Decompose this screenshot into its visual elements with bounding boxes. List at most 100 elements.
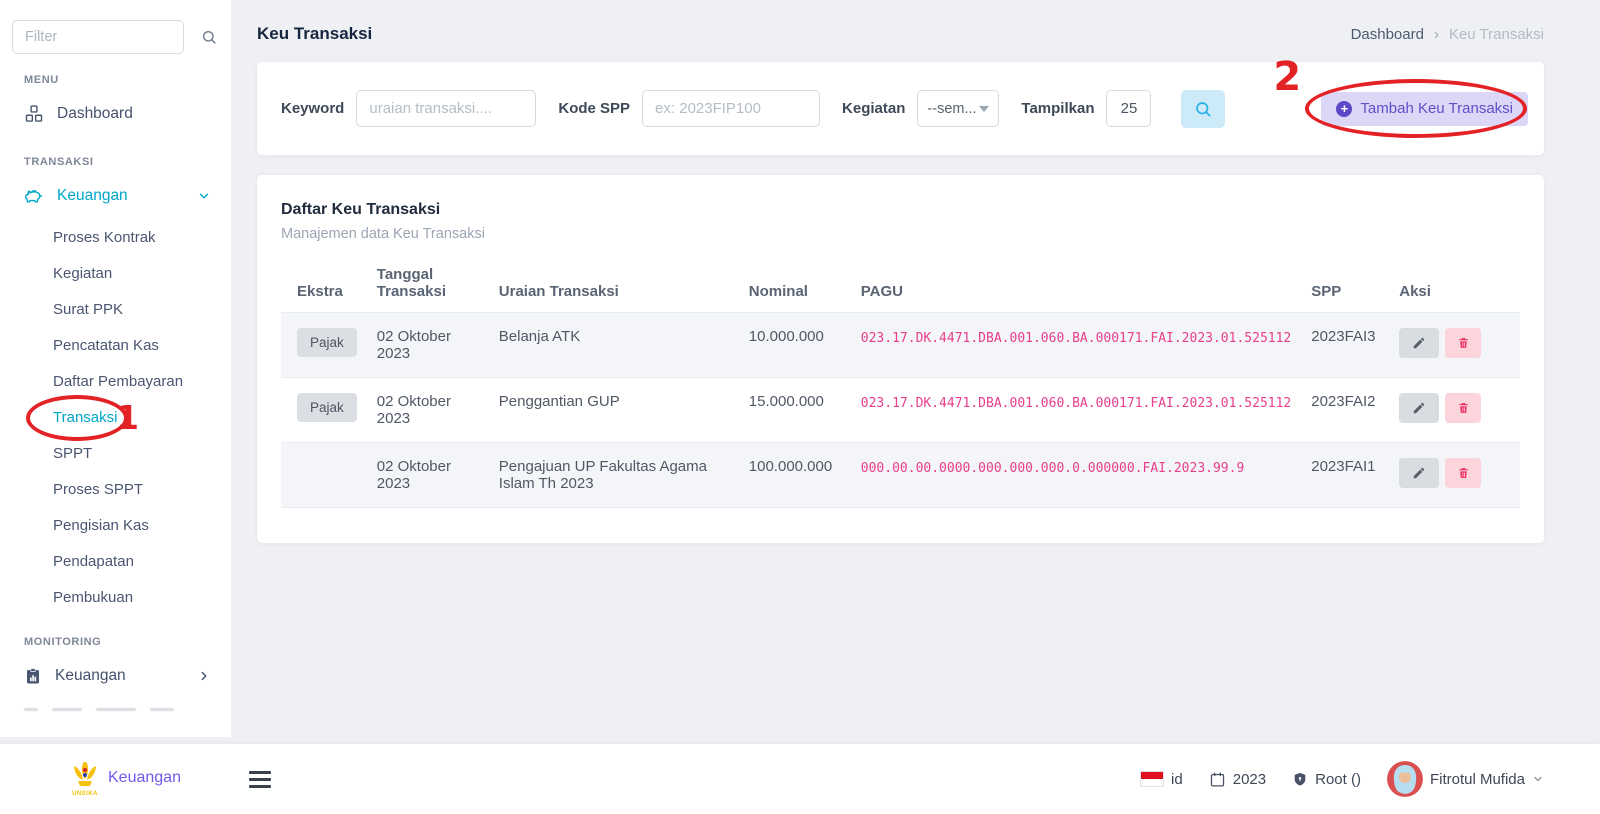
col-ekstra: Ekstra [281,260,367,313]
col-pagu: PAGU [851,260,1301,313]
cell-nominal: 100.000.000 [739,443,851,508]
kode-spp-label: Kode SPP [558,100,630,117]
menu-toggle-icon[interactable] [249,771,271,788]
chevron-down-icon [1532,773,1544,785]
sidebar-item-label: Transaksi [53,409,117,426]
delete-button[interactable] [1445,458,1481,488]
sidebar-item-daftar-pembayaran[interactable]: Daftar Pembayaran [0,364,231,400]
cell-spp: 2023FAI1 [1301,443,1389,508]
cell-uraian: Pengajuan UP Fakultas Agama Islam Th 202… [489,443,739,508]
keuangan-submenu: Proses Kontrak Kegiatan Surat PPK Pencat… [0,220,231,616]
cell-tanggal: 02 Oktober 2023 [367,443,489,508]
user-menu[interactable]: Fitrotul Mufida [1387,761,1544,797]
edit-button[interactable] [1399,458,1439,488]
keyword-label: Keyword [281,100,344,117]
filter-card: Keyword Kode SPP Kegiatan --sem... Tampi… [257,62,1544,155]
cell-uraian: Penggantian GUP [489,378,739,443]
kegiatan-select[interactable]: --sem... [917,90,999,127]
sidebar-filter-input[interactable] [12,20,184,54]
kode-spp-input[interactable] [642,90,820,127]
cell-pagu: 023.17.DK.4471.DBA.001.060.BA.000171.FAI… [851,313,1301,378]
user-name: Fitrotul Mufida [1430,771,1525,788]
kegiatan-label: Kegiatan [842,100,905,117]
avatar [1387,761,1423,797]
sidebar-item-label: Dashboard [57,105,133,123]
select-caret-icon [979,106,989,112]
tampilkan-label: Tampilkan [1021,100,1094,117]
sidebar-item-proses-sppt[interactable]: Proses SPPT [0,472,231,508]
role-menu[interactable]: Root () [1292,771,1361,788]
piggy-bank-icon [24,186,44,206]
year-selector[interactable]: 2023 [1209,771,1266,788]
sidebar-search-icon[interactable] [201,29,217,45]
section-label-menu: MENU [24,74,231,86]
sidebar-item-dashboard[interactable]: Dashboard [0,92,231,136]
main-content: Keu Transaksi Dashboard Keu Transaksi Ke… [233,0,1600,543]
locale-switcher[interactable]: id [1140,771,1183,788]
col-tanggal: Tanggal Transaksi [367,260,489,313]
brand-logo[interactable]: UNSIKA Keuangan [70,761,181,797]
edit-button[interactable] [1399,328,1439,358]
pencil-icon [1412,466,1426,480]
table-row: Pajak 02 Oktober 2023 Penggantian GUP 15… [281,378,1520,443]
tambah-keu-transaksi-button[interactable]: Tambah Keu Transaksi [1321,92,1528,126]
sidebar-item-label: Keuangan [55,667,126,685]
cell-nominal: 10.000.000 [739,313,851,378]
keyword-input[interactable] [356,90,536,127]
sidebar-item-keuangan[interactable]: Keuangan [0,174,231,218]
chevron-right-icon [197,669,211,683]
annotation-number-1: 1 [116,399,139,437]
brand-name: Keuangan [108,769,181,787]
col-uraian: Uraian Transaksi [489,260,739,313]
cell-spp: 2023FAI2 [1301,378,1389,443]
calendar-icon [1209,771,1226,788]
cell-spp: 2023FAI3 [1301,313,1389,378]
sidebar-item-label: Keuangan [57,187,128,205]
sidebar-item-sppt[interactable]: SPPT [0,436,231,472]
table-header-row: Ekstra Tanggal Transaksi Uraian Transaks… [281,260,1520,313]
sidebar-item-transaksi[interactable]: Transaksi 1 [0,400,231,436]
edit-button[interactable] [1399,393,1439,423]
sidebar-cutoff-item [24,708,231,711]
col-spp: SPP [1301,260,1389,313]
pencil-icon [1412,336,1426,350]
sidebar-item-pembukuan[interactable]: Pembukuan [0,580,231,616]
cell-uraian: Belanja ATK [489,313,739,378]
sidebar-item-surat-ppk[interactable]: Surat PPK [0,292,231,328]
page-title: Keu Transaksi [257,24,372,44]
breadcrumb-separator-icon [1434,26,1439,43]
search-button[interactable] [1181,90,1225,128]
delete-button[interactable] [1445,393,1481,423]
pajak-badge[interactable]: Pajak [297,393,357,422]
kegiatan-selected-value: --sem... [927,101,976,117]
card-title: Daftar Keu Transaksi [281,201,1520,219]
cell-tanggal: 02 Oktober 2023 [367,313,489,378]
sidebar-item-proses-kontrak[interactable]: Proses Kontrak [0,220,231,256]
trash-icon [1457,336,1470,350]
clipboard-chart-icon [24,666,42,686]
sidebar-item-pendapatan[interactable]: Pendapatan [0,544,231,580]
delete-button[interactable] [1445,328,1481,358]
sidebar-item-kegiatan[interactable]: Kegiatan [0,256,231,292]
cell-pagu: 000.00.00.0000.000.000.000.0.000000.FAI.… [851,443,1301,508]
card-subtitle: Manajemen data Keu Transaksi [281,226,1520,242]
sidebar-item-pengisian-kas[interactable]: Pengisian Kas [0,508,231,544]
tampilkan-input[interactable] [1106,90,1151,127]
dashboard-icon [24,104,44,124]
sidebar-item-monitoring-keuangan[interactable]: Keuangan [0,654,231,698]
sidebar-filter [0,20,231,54]
transactions-card: Daftar Keu Transaksi Manajemen data Keu … [257,175,1544,543]
sidebar: MENU Dashboard TRANSAKSI Keuangan Proses… [0,0,232,737]
pajak-badge[interactable]: Pajak [297,328,357,357]
section-label-monitoring: MONITORING [24,636,231,648]
table-row: Pajak 02 Oktober 2023 Belanja ATK 10.000… [281,313,1520,378]
search-icon [1194,100,1212,118]
cell-pagu: 023.17.DK.4471.DBA.001.060.BA.000171.FAI… [851,378,1301,443]
col-aksi: Aksi [1389,260,1520,313]
tambah-button-label: Tambah Keu Transaksi [1360,100,1513,117]
shield-icon [1292,771,1308,788]
breadcrumb-dashboard[interactable]: Dashboard [1351,26,1424,43]
transactions-table: Ekstra Tanggal Transaksi Uraian Transaks… [281,260,1520,508]
plus-circle-icon [1336,101,1352,117]
sidebar-item-pencatatan-kas[interactable]: Pencatatan Kas [0,328,231,364]
